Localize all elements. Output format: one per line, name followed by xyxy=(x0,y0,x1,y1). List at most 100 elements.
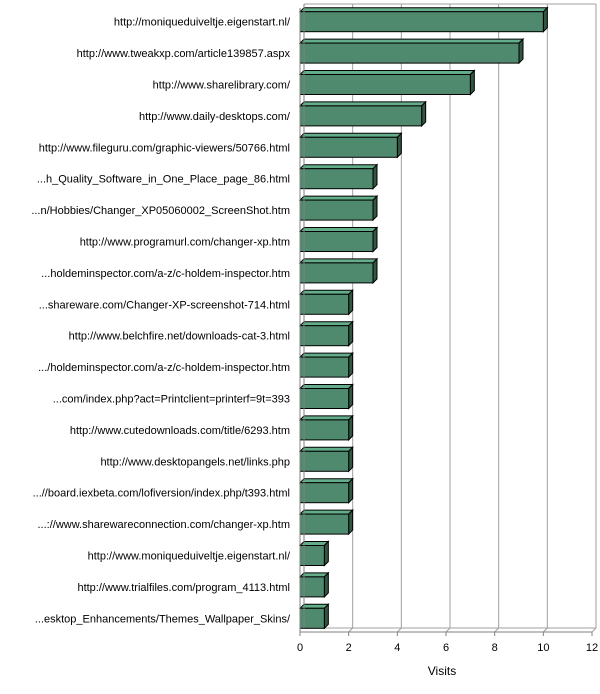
bar-8 xyxy=(298,257,379,285)
category-label-10: http://www.belchfire.net/downloads-cat-3… xyxy=(69,331,290,343)
bar-side-14 xyxy=(348,446,354,473)
bar-side-16 xyxy=(348,508,354,536)
bar-side-1 xyxy=(518,37,524,65)
bar-6 xyxy=(298,194,379,222)
bar-top-16 xyxy=(298,509,354,515)
bar-front-14 xyxy=(299,450,350,472)
bar-top-0 xyxy=(298,7,549,13)
gridline-floor-2 xyxy=(396,627,402,633)
bar-5 xyxy=(298,163,379,190)
bar-front-8 xyxy=(299,262,374,284)
category-label-2: http://www.sharelibrary.com/ xyxy=(153,80,291,92)
category-label-11: .../holdeminspector.com/a-z/c-holdem-ins… xyxy=(38,362,290,374)
category-label-5: ...h_Quality_Software_in_One_Place_page_… xyxy=(37,174,290,186)
bar-front-0 xyxy=(299,11,544,33)
bar-top-1 xyxy=(298,38,525,44)
bar-top-15 xyxy=(298,478,354,484)
bar-12 xyxy=(298,383,354,410)
bar-side-12 xyxy=(348,383,354,410)
bar-front-2 xyxy=(299,74,471,95)
bar-front-15 xyxy=(299,482,350,504)
bar-top-14 xyxy=(298,446,354,452)
bar-front-9 xyxy=(299,293,350,315)
x-tick-labels: 0 2 4 6 8 10 12 xyxy=(297,642,598,654)
category-label-15: ...//board.iexbeta.com/lofiversion/index… xyxy=(33,488,290,500)
bar-front-13 xyxy=(299,419,350,441)
bar-17 xyxy=(298,540,330,567)
category-label-16: ...://www.sharewareconnection.com/change… xyxy=(37,519,290,531)
bar-top-11 xyxy=(298,352,354,358)
axes xyxy=(299,4,593,636)
x-tick-label-5: 10 xyxy=(537,642,549,654)
bar-top-5 xyxy=(298,164,379,170)
bar-front-16 xyxy=(299,513,350,535)
bar-3 xyxy=(298,100,427,128)
bar-top-9 xyxy=(298,289,354,295)
category-label-12: ...com/index.php?act=Printclient=printer… xyxy=(53,394,290,406)
bar-side-19 xyxy=(323,603,329,630)
gridline-floor-1 xyxy=(348,627,354,633)
bar-4 xyxy=(298,132,403,159)
bar-side-15 xyxy=(348,477,354,504)
bar-side-17 xyxy=(323,540,329,567)
bar-top-8 xyxy=(298,258,379,264)
bar-7 xyxy=(298,226,379,253)
bar-side-2 xyxy=(469,69,475,96)
category-label-6: ...n/Hobbies/Changer_XP05060002_ScreenSh… xyxy=(31,205,290,217)
bar-top-13 xyxy=(298,415,354,421)
bar-front-6 xyxy=(299,199,374,221)
category-label-13: http://www.cutedownloads.com/title/6293.… xyxy=(70,425,290,437)
bar-side-7 xyxy=(372,226,378,253)
bar-16 xyxy=(298,508,354,536)
category-labels: http://moniqueduiveltje.eigenstart.nl/ht… xyxy=(31,17,291,626)
bar-top-2 xyxy=(298,70,476,75)
category-label-14: http://www.desktopangels.net/links.php xyxy=(100,456,290,468)
bar-9 xyxy=(298,289,354,316)
category-label-3: http://www.daily-desktops.com/ xyxy=(139,111,291,123)
gridline-floor-3 xyxy=(445,627,451,633)
category-label-18: http://www.trialfiles.com/program_4113.h… xyxy=(77,582,290,594)
bar-side-11 xyxy=(348,351,354,379)
gridlines xyxy=(304,3,597,633)
bar-side-3 xyxy=(421,100,427,128)
category-label-1: http://www.tweakxp.com/article139857.asp… xyxy=(77,48,291,60)
bar-front-1 xyxy=(299,42,520,64)
x-tick-label-1: 2 xyxy=(346,642,352,654)
bar-front-10 xyxy=(299,325,350,347)
bar-side-10 xyxy=(348,320,354,347)
bar-side-13 xyxy=(348,414,354,442)
bar-1 xyxy=(298,37,525,65)
x-tick-label-6: 12 xyxy=(586,642,598,654)
category-label-7: http://www.programurl.com/changer-xp.htm xyxy=(80,237,290,249)
bar-front-12 xyxy=(299,388,350,409)
category-label-4: http://www.fileguru.com/graphic-viewers/… xyxy=(39,142,290,154)
bar-front-7 xyxy=(299,231,374,252)
bar-top-10 xyxy=(298,321,354,327)
x-tick-label-2: 4 xyxy=(394,642,400,654)
bar-side-0 xyxy=(542,6,548,33)
x-tick-label-3: 6 xyxy=(443,642,449,654)
bar-front-3 xyxy=(299,105,423,127)
x-tick-label-0: 0 xyxy=(297,642,303,654)
bar-front-11 xyxy=(299,356,350,378)
bar-2 xyxy=(298,69,476,96)
category-label-0: http://moniqueduiveltje.eigenstart.nl/ xyxy=(114,17,291,29)
bar-front-5 xyxy=(299,168,374,190)
bar-side-4 xyxy=(396,132,402,159)
gridline-floor-6 xyxy=(591,627,597,633)
gridline-floor-4 xyxy=(494,627,500,633)
bars xyxy=(298,6,549,630)
bar-top-12 xyxy=(298,384,354,389)
bar-side-18 xyxy=(323,571,329,599)
category-label-8: ...holdeminspector.com/a-z/c-holdem-insp… xyxy=(41,268,290,280)
bar-top-7 xyxy=(298,227,379,232)
bar-side-5 xyxy=(372,163,378,190)
category-label-9: ...shareware.com/Changer-XP-screenshot-7… xyxy=(39,299,290,311)
category-label-17: http://www.moniqueduiveltje.eigenstart.n… xyxy=(88,551,291,563)
bar-14 xyxy=(298,446,354,473)
bar-10 xyxy=(298,320,354,347)
x-tick-label-4: 8 xyxy=(492,642,498,654)
bar-side-9 xyxy=(348,289,354,316)
bar-front-4 xyxy=(299,136,398,158)
